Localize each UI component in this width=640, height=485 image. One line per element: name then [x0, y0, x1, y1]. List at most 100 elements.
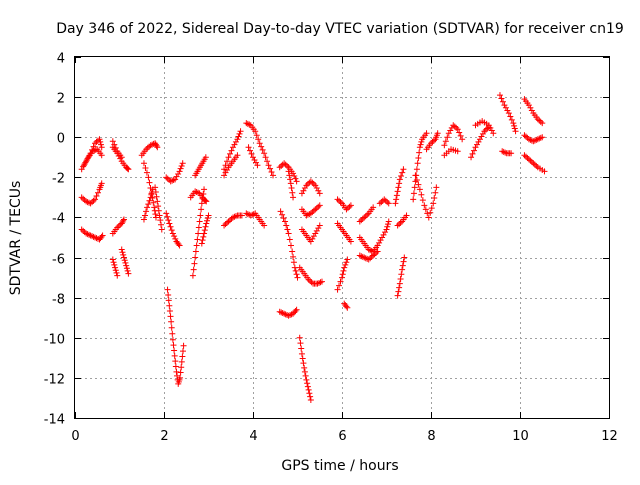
data-point — [171, 352, 178, 359]
data-point — [120, 217, 127, 224]
data-point — [316, 222, 323, 229]
data-point — [92, 146, 99, 153]
data-point — [368, 253, 375, 260]
data-point — [202, 154, 209, 161]
data-point — [479, 130, 486, 137]
data-point — [168, 324, 175, 331]
y-tick-labels: -14 -12 -10 -8 -6 -4 -2 0 2 4 — [44, 52, 65, 428]
data-point — [418, 191, 425, 198]
data-point — [291, 172, 298, 179]
data-point — [170, 342, 177, 349]
data-point — [80, 162, 87, 169]
data-point — [431, 195, 438, 202]
data-point — [289, 248, 296, 255]
data-point — [90, 143, 97, 150]
data-point — [429, 138, 436, 145]
data-point — [140, 216, 147, 223]
data-point — [336, 197, 343, 204]
data-point — [281, 160, 288, 167]
data-point — [123, 262, 130, 269]
data-point — [312, 206, 319, 213]
data-point — [114, 272, 121, 279]
data-point — [178, 162, 185, 169]
data-point — [527, 104, 534, 111]
data-point — [416, 144, 423, 151]
data-point — [153, 193, 160, 200]
data-point — [112, 264, 119, 271]
data-point — [283, 222, 290, 229]
data-point — [123, 265, 130, 272]
data-point — [285, 230, 292, 237]
data-point — [310, 207, 317, 214]
data-point — [282, 218, 289, 225]
data-point — [200, 233, 207, 240]
data-point — [305, 276, 312, 283]
data-point — [381, 196, 388, 203]
data-point — [382, 197, 389, 204]
data-point — [109, 138, 116, 145]
data-point — [169, 230, 176, 237]
data-point — [151, 204, 158, 211]
data-point — [199, 237, 206, 244]
data-point — [290, 253, 297, 260]
data-point — [167, 178, 174, 185]
data-points — [78, 92, 548, 403]
data-point — [359, 215, 366, 222]
data-point — [164, 175, 171, 182]
x-tick-label: 12 — [601, 429, 618, 444]
data-point — [300, 187, 307, 194]
data-point — [290, 170, 297, 177]
data-point — [179, 353, 186, 360]
data-point — [265, 162, 272, 169]
data-point — [301, 185, 308, 192]
data-point — [258, 143, 265, 150]
data-point — [176, 242, 183, 249]
data-point — [152, 211, 159, 218]
data-point — [297, 340, 304, 347]
data-point — [307, 210, 314, 217]
data-point — [358, 253, 365, 260]
data-point — [282, 311, 289, 318]
data-point — [521, 152, 528, 159]
data-point — [284, 226, 291, 233]
data-point — [82, 159, 89, 166]
y-tick-label: -8 — [52, 293, 65, 308]
data-point — [472, 144, 479, 151]
data-point — [304, 211, 311, 218]
data-point — [198, 240, 205, 247]
data-point — [419, 197, 426, 204]
data-point — [371, 251, 378, 258]
data-point — [227, 150, 234, 157]
data-point — [456, 129, 463, 136]
data-point — [176, 168, 183, 175]
data-point — [154, 198, 161, 205]
data-point — [201, 186, 208, 193]
data-point — [120, 254, 127, 261]
data-point — [307, 277, 314, 284]
data-point — [365, 256, 372, 263]
data-point — [364, 211, 371, 218]
data-point — [421, 202, 428, 209]
data-point — [148, 191, 155, 198]
data-point — [168, 227, 175, 234]
data-point — [111, 261, 118, 268]
data-point — [83, 156, 90, 163]
data-point — [316, 190, 323, 197]
data-point — [314, 280, 321, 287]
data-point — [397, 219, 404, 226]
data-point — [250, 211, 257, 218]
data-point — [478, 133, 485, 140]
data-point — [430, 137, 437, 144]
data-point — [270, 172, 277, 179]
data-point — [370, 204, 377, 211]
data-point — [428, 140, 434, 147]
data-point — [195, 189, 202, 196]
data-point — [285, 168, 292, 175]
data-point — [367, 247, 374, 254]
data-point — [507, 113, 514, 120]
data-point — [417, 141, 424, 148]
data-point — [229, 144, 236, 151]
data-point — [179, 160, 186, 167]
data-point — [487, 124, 494, 131]
data-point — [290, 259, 297, 266]
